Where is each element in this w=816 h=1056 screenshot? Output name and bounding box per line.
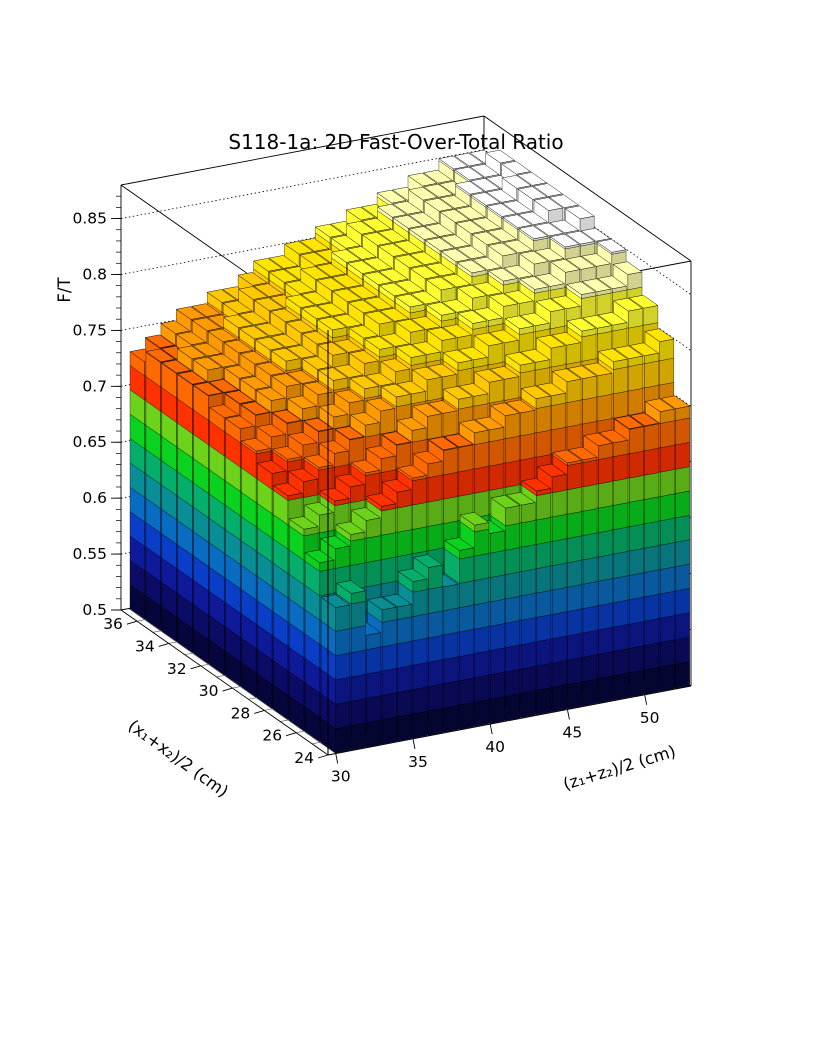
- bar-top-face: [453, 152, 484, 167]
- frame-edge: [120, 609, 329, 756]
- bar-top-face: [407, 172, 438, 187]
- bar-top-face: [454, 166, 485, 181]
- bar-top-face: [438, 155, 469, 170]
- bar-top-face: [283, 241, 314, 255]
- frame-edge: [120, 115, 485, 186]
- frame-edge: [483, 115, 692, 262]
- bar-top-face: [422, 169, 453, 184]
- bar-top-face: [237, 272, 268, 286]
- bar-top-face: [345, 206, 376, 221]
- bar-top-face: [268, 255, 299, 269]
- bar-top-face: [485, 149, 516, 164]
- bar-top-face: [314, 223, 345, 238]
- frame-edge: [327, 685, 692, 756]
- bar-top-face: [253, 258, 283, 272]
- bar-top-face: [160, 320, 191, 334]
- floor-grid-line: [128, 608, 336, 754]
- bar-top-face: [191, 303, 222, 317]
- bar-top-face: [299, 238, 330, 252]
- bar-top-face: [423, 183, 454, 198]
- bar-top-face: [206, 289, 237, 303]
- bar-top-face: [376, 189, 407, 204]
- bar-top-face: [144, 334, 175, 349]
- bar-top-face: [175, 306, 206, 320]
- bar-top-face: [392, 201, 423, 215]
- bar-top-face: [469, 163, 500, 178]
- lego-bars: [129, 149, 691, 754]
- bar-top-face: [407, 186, 438, 201]
